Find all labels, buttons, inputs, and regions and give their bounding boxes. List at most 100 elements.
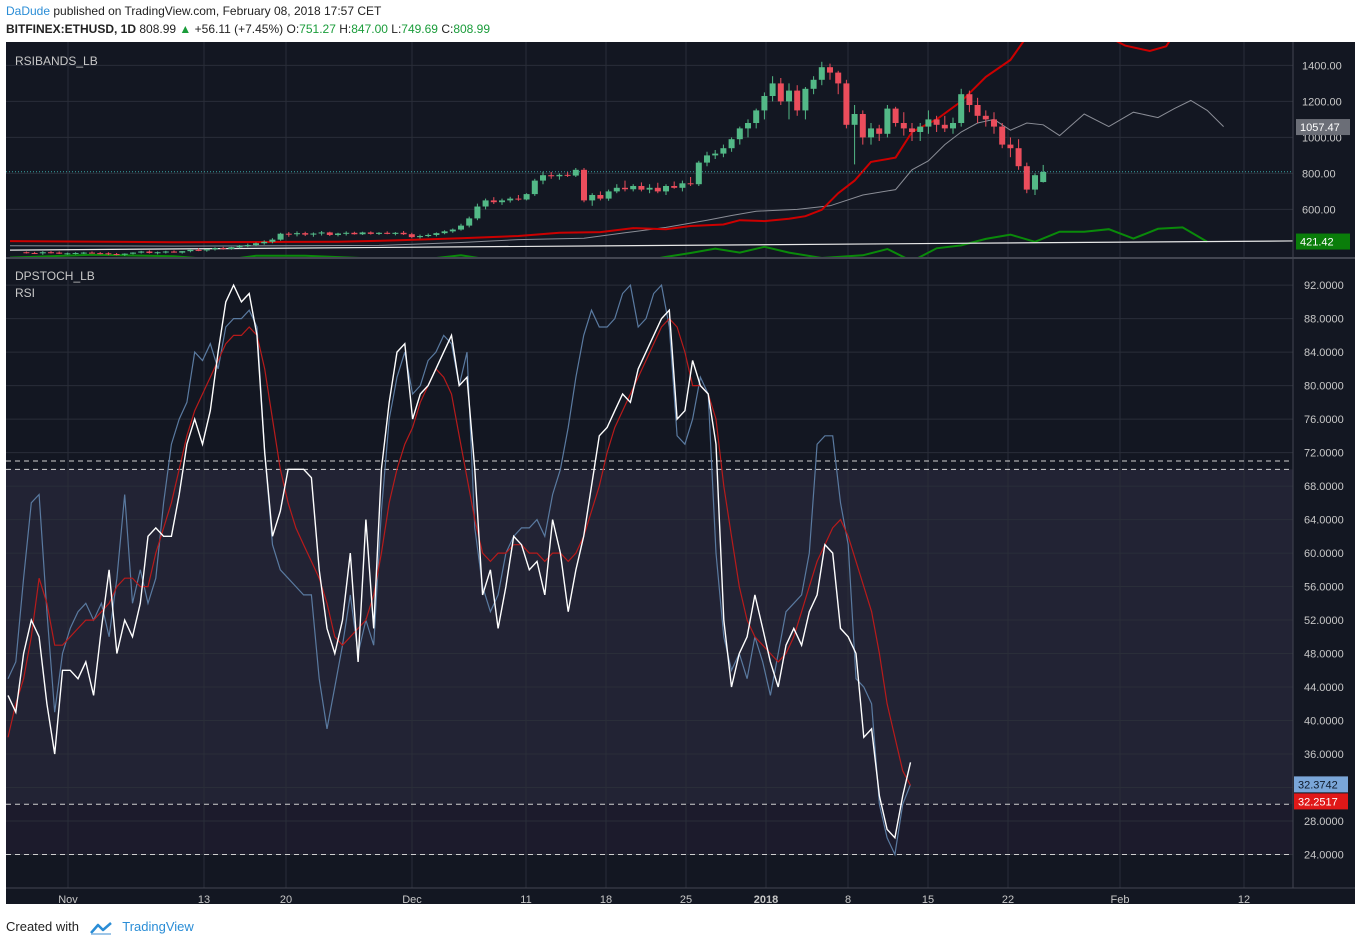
chart-header: DaDude published on TradingView.com, Feb… (0, 0, 1361, 42)
candle-body (1032, 175, 1038, 190)
price-tick-label: 600.00 (1302, 204, 1336, 216)
price-tick-label: 1000.00 (1302, 132, 1342, 144)
candle-body (441, 231, 448, 234)
candle-body (384, 232, 391, 234)
candle-body (220, 248, 227, 250)
candle-body (556, 174, 563, 177)
rsi-tick-label: 80.0000 (1304, 381, 1344, 393)
rsi-tick-label: 72.0000 (1304, 448, 1344, 460)
candle-body (228, 247, 235, 249)
candle-body (417, 236, 423, 238)
time-axis[interactable]: Nov 13 20 Dec 11 18 25 2018 8 15 22 Feb 12 (58, 894, 1250, 906)
candle-body (736, 128, 743, 140)
rsi-tick-label: 28.0000 (1304, 816, 1344, 828)
candle-body (663, 186, 669, 192)
candle-body (605, 191, 612, 199)
candle-body (671, 186, 678, 188)
candle-body (597, 195, 604, 199)
open-value: 751.27 (299, 22, 336, 36)
footer: Created with TradingView (0, 906, 1361, 944)
candle-body (794, 90, 801, 111)
candle-body (212, 248, 218, 250)
rsi-line (7, 283, 912, 840)
candle-body (548, 175, 555, 177)
candle-body (1023, 166, 1030, 190)
candle-body (802, 88, 809, 111)
rsi-tick-label: 76.0000 (1304, 414, 1344, 426)
candle-body (466, 218, 473, 226)
price-tick-label: 1400.00 (1302, 60, 1342, 72)
candle-body (810, 79, 817, 89)
rsi-tick-label: 64.0000 (1304, 515, 1344, 527)
chart-area[interactable]: 600.00 800.00 1000.00 1200.00 1400.00 1057.47… (6, 42, 1355, 906)
candle-body (777, 83, 784, 102)
close-label: C: (441, 22, 454, 36)
candle-body (695, 162, 702, 185)
author-link[interactable]: DaDude (6, 4, 51, 18)
candle-body (294, 233, 300, 235)
candle-body (827, 67, 833, 73)
price-series-group (6, 42, 1293, 258)
candle-body (991, 119, 997, 127)
candle-body (745, 123, 751, 129)
candle-body (113, 254, 120, 256)
price-badge-label: 1057.47 (1300, 122, 1340, 134)
rsi-tick-label: 40.0000 (1304, 716, 1344, 728)
pane2-title: DPSTOCH_LB (15, 269, 95, 283)
published-text: published on TradingView.com, February 0… (53, 4, 382, 18)
candle-body (138, 251, 145, 253)
candle-body (72, 252, 79, 254)
candle-body (515, 198, 522, 200)
candle-body (999, 126, 1006, 145)
candle-body (400, 232, 407, 235)
candle-body (31, 252, 38, 254)
candle-body (121, 253, 128, 255)
candle-body (310, 233, 317, 235)
symbol-line: BITFINEX:ETHUSD, 1D 808.99 ▲ +56.11 (+7.… (6, 22, 490, 36)
candle-body (728, 139, 735, 149)
close-value: 808.99 (453, 22, 491, 36)
rsi-tick-label: 48.0000 (1304, 649, 1344, 661)
candle-body (154, 252, 161, 254)
mid-band-line (9, 99, 1224, 247)
chart-svg[interactable]: 600.00 800.00 1000.00 1200.00 1400.00 1057.47… (6, 42, 1355, 906)
red-badge-bg (1294, 793, 1348, 810)
tradingview-brand-link[interactable]: TradingView (122, 919, 194, 934)
time-tick-label: Nov (58, 894, 78, 904)
candle-body (720, 148, 727, 154)
candle-body (925, 119, 932, 127)
rsi-tick-label: 24.0000 (1304, 850, 1344, 862)
candle-body (704, 155, 710, 163)
rsi-tick-label: 56.0000 (1304, 582, 1344, 594)
band-badge-label: 421.42 (1300, 237, 1334, 249)
rsi-tick-label: 84.0000 (1304, 347, 1344, 359)
candle-body (490, 200, 497, 203)
signal-line (7, 317, 912, 786)
price-tick-label: 800.00 (1302, 168, 1336, 180)
candle-body (187, 249, 194, 252)
time-tick-label: 2018 (754, 894, 778, 904)
rsi-tick-label: 92.0000 (1304, 280, 1344, 292)
price-pane[interactable]: 600.00 800.00 1000.00 1200.00 1400.00 1057.47… (6, 42, 1350, 264)
candle-body (564, 174, 571, 176)
candle-body (892, 108, 899, 123)
time-tick-label: 8 (845, 894, 851, 904)
pane1-title: RSIBANDS_LB (15, 54, 98, 68)
candle-body (572, 169, 579, 176)
symbol-label: BITFINEX:ETHUSD, 1D (6, 22, 137, 36)
candle-body (761, 96, 768, 111)
candle-body (687, 183, 694, 185)
candle-body (351, 232, 358, 235)
candle-body (982, 115, 989, 120)
time-tick-label: 13 (198, 894, 210, 904)
last-price: 808.99 (139, 22, 177, 36)
candle-body (646, 187, 653, 190)
candle-body (950, 123, 956, 129)
candle-body (277, 233, 284, 240)
candle-body (449, 229, 456, 232)
candle-body (499, 200, 505, 203)
price-badge-bg (1296, 119, 1350, 136)
rsi-tick-label: 88.0000 (1304, 314, 1344, 326)
candle-body (753, 110, 760, 123)
rsi-pane[interactable]: 24.000028.000032.000036.000040.000044.00… (6, 260, 1348, 888)
